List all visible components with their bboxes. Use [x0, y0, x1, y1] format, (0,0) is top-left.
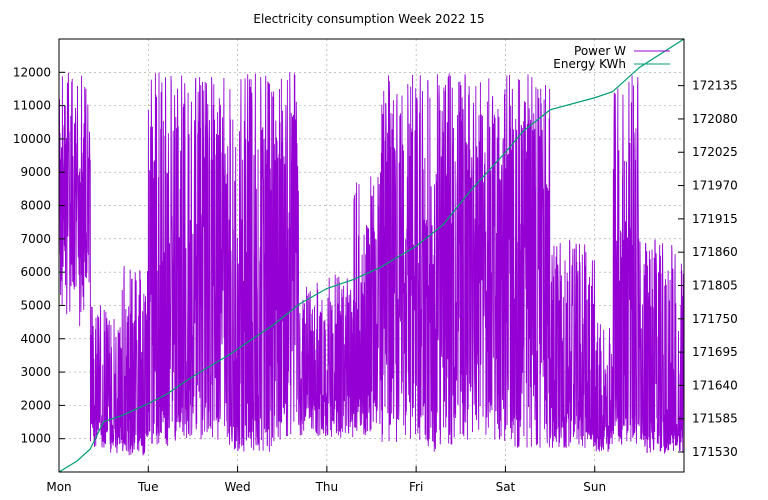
y-right-tick-label: 171860 [692, 245, 738, 259]
y-right-tick-label: 171915 [692, 212, 738, 226]
y-right-tick-label: 171805 [692, 278, 738, 292]
y-right-tick-label: 172080 [692, 112, 738, 126]
y-left-tick-label: 12000 [13, 65, 51, 79]
x-tick-label: Tue [137, 480, 159, 494]
y-right-tick-label: 172135 [692, 79, 738, 93]
x-tick-label: Mon [46, 480, 71, 494]
series-layer [58, 38, 685, 473]
y-left-tick-label: 6000 [20, 265, 51, 279]
y-left-tick-label: 7000 [20, 232, 51, 246]
y-left-tick-label: 1000 [20, 432, 51, 446]
y-left-tick-label: 5000 [20, 298, 51, 312]
y-left-tick-label: 9000 [20, 165, 51, 179]
series-energy-line [58, 38, 685, 473]
legend-label-energy: Energy KWh [553, 57, 626, 71]
y-right-tick-label: 171695 [692, 345, 738, 359]
y-right-tick-label: 171970 [692, 179, 738, 193]
legend-label-power: Power W [574, 44, 626, 58]
y-right-tick-label: 171585 [692, 412, 738, 426]
y-right-tick-label: 171530 [692, 445, 738, 459]
plot-frame [58, 38, 685, 473]
x-tick-label: Wed [224, 480, 250, 494]
chart-title: Electricity consumption Week 2022 15 [253, 12, 484, 26]
y-left-tick-label: 8000 [20, 199, 51, 213]
y-left-tick-label: 11000 [13, 99, 51, 113]
x-tick-label: Thu [315, 480, 339, 494]
x-tick-label: Sun [583, 480, 606, 494]
tick-marks [58, 71, 684, 472]
y-left-tick-label: 10000 [13, 132, 51, 146]
legend: Power W Energy KWh [553, 44, 670, 71]
series-power-line [58, 72, 685, 456]
x-tick-label: Fri [409, 480, 423, 494]
y-right-tick-label: 172025 [692, 145, 738, 159]
x-tick-label: Sat [496, 480, 516, 494]
y-left-tick-label: 3000 [20, 365, 51, 379]
y-right-tick-label: 171640 [692, 378, 738, 392]
y-left-tick-label: 4000 [20, 332, 51, 346]
y-right-tick-label: 171750 [692, 312, 738, 326]
y-left-tick-label: 2000 [20, 398, 51, 412]
